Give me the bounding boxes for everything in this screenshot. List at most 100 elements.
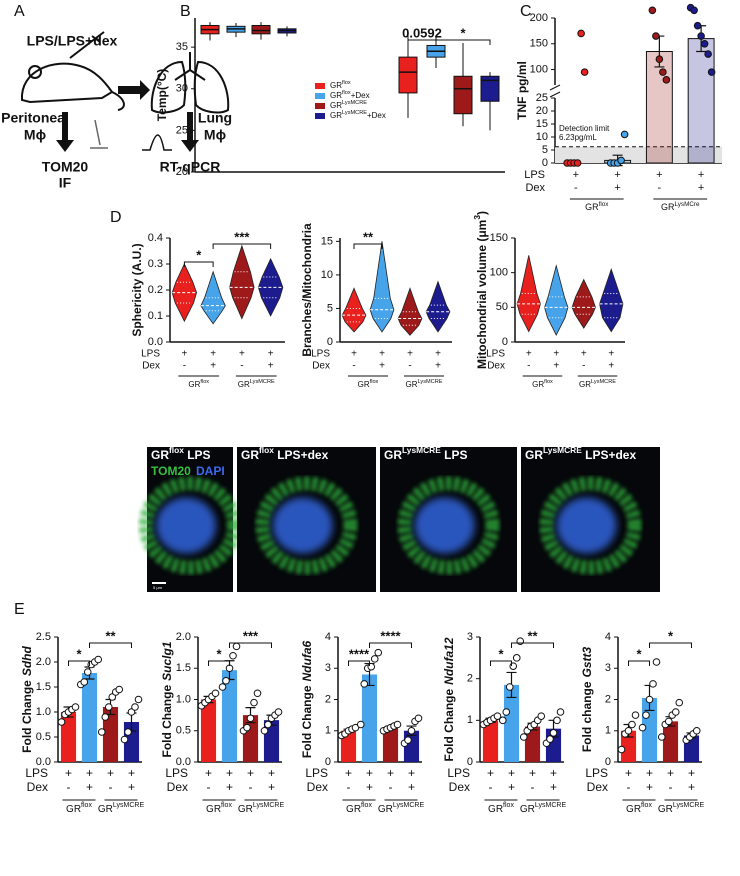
condition-sign: + <box>128 766 135 780</box>
text-part: Fold Change <box>300 685 314 758</box>
data-point <box>573 159 582 167</box>
bar <box>662 721 679 762</box>
annotation: Detection limit <box>559 124 610 133</box>
y-tick-label: 1.0 <box>176 693 191 705</box>
y-tick-label: 200 <box>530 12 548 24</box>
bar <box>524 726 541 762</box>
text-part: LysMCRE <box>543 445 582 455</box>
sig-label: *** <box>234 229 250 244</box>
group-label: GRLysMCRE <box>658 802 705 814</box>
text-part: GR <box>525 448 543 462</box>
condition-sign: + <box>435 361 441 372</box>
box <box>453 75 473 115</box>
condition-sign: + <box>268 349 274 360</box>
data-point <box>246 714 255 723</box>
condition-sign: + <box>86 766 93 780</box>
schematic-label: TOM20 <box>42 159 89 175</box>
condition-sign: + <box>268 361 274 372</box>
bar <box>503 684 520 762</box>
tom20-signal <box>255 476 358 575</box>
y-tick-label: 2.5 <box>36 631 51 643</box>
condition-sign: + <box>550 766 557 780</box>
y-tick-label: 2 <box>325 693 331 705</box>
y-tick-label: 25 <box>536 92 548 104</box>
bar <box>361 674 378 762</box>
condition-label: Dex <box>307 780 328 794</box>
data-point <box>104 703 113 711</box>
y-tick-label: 0 <box>605 756 611 768</box>
group-label: GRLysMCre <box>661 201 700 212</box>
y-tick-label: 100 <box>490 267 508 279</box>
text-part: LysMCRE <box>113 802 145 809</box>
y-tick-label: 35 <box>176 41 188 53</box>
micrograph-label: GRLysMCRE LPS+dex <box>525 445 636 462</box>
group-label: GRLysMCRE <box>238 802 285 814</box>
condition-sign: - <box>207 780 211 794</box>
data-point <box>549 729 558 737</box>
text-part: TNF pg/ml <box>515 61 529 120</box>
stain-label: TOM20 <box>151 464 191 478</box>
text-part: GR <box>626 804 641 815</box>
data-point <box>692 726 701 735</box>
violin <box>200 270 226 325</box>
sig-bracket <box>68 660 90 666</box>
panel-letter: A <box>14 3 25 20</box>
micrograph-label: GRflox LPS+dex <box>241 445 329 462</box>
text-part: +Dex <box>367 111 386 120</box>
schematic-label: Mϕ <box>204 127 226 143</box>
y-tick-label: 1.5 <box>36 681 51 693</box>
data-point <box>370 655 379 663</box>
data-point <box>509 662 518 670</box>
condition-sign: + <box>553 361 559 372</box>
sig-label: **** <box>380 628 401 643</box>
text-part: ) <box>475 211 489 215</box>
text-part: GR <box>378 804 393 815</box>
y-tick-label: 5 <box>542 144 548 156</box>
y-tick-label: 15 <box>536 118 548 130</box>
text-part: LysMCRE <box>393 802 425 809</box>
violin <box>397 287 423 336</box>
text-part: GR <box>98 804 113 815</box>
condition-sign: - <box>489 780 493 794</box>
y-tick-label: 0.0 <box>176 756 191 768</box>
condition-sign: + <box>268 766 275 780</box>
text-part: Suclg1 <box>160 641 174 681</box>
data-point <box>519 733 528 741</box>
data-point <box>115 685 124 694</box>
data-point <box>253 689 262 698</box>
text-part: flox <box>342 90 351 96</box>
y-tick-label: 4 <box>605 631 611 643</box>
data-point <box>697 32 705 40</box>
condition-sign: - <box>408 361 411 372</box>
y-tick-label: 25 <box>176 124 188 136</box>
violin <box>516 255 541 333</box>
tom20-signal <box>539 476 642 575</box>
bar <box>200 699 217 762</box>
y-axis-label: Fold Change Ndufa6 <box>300 641 314 759</box>
y-tick-label: 50 <box>496 301 508 313</box>
text-part: GR <box>206 804 221 815</box>
y-tick-label: 2.0 <box>36 656 51 668</box>
sig-bracket <box>229 642 272 648</box>
text-part: LPS <box>184 448 211 462</box>
condition-sign: + <box>688 780 695 794</box>
text-part: GR <box>658 804 673 815</box>
data-point <box>659 68 667 76</box>
group-label: GRflox <box>626 802 652 814</box>
sig-label: ** <box>527 628 538 643</box>
data-point <box>218 683 227 691</box>
condition-sign: + <box>268 780 275 794</box>
sig-label: *** <box>243 628 259 643</box>
data-point <box>83 668 92 676</box>
text-part: GR <box>238 804 253 815</box>
box <box>251 24 271 35</box>
condition-sign: + <box>379 349 385 360</box>
data-point <box>134 695 143 704</box>
condition-sign: + <box>387 766 394 780</box>
y-tick-label: 0 <box>542 157 548 169</box>
condition-sign: - <box>658 182 662 194</box>
y-tick-label: 2 <box>467 673 473 685</box>
text-part: LysMCRE <box>418 379 443 385</box>
text-part: GR <box>330 101 342 110</box>
